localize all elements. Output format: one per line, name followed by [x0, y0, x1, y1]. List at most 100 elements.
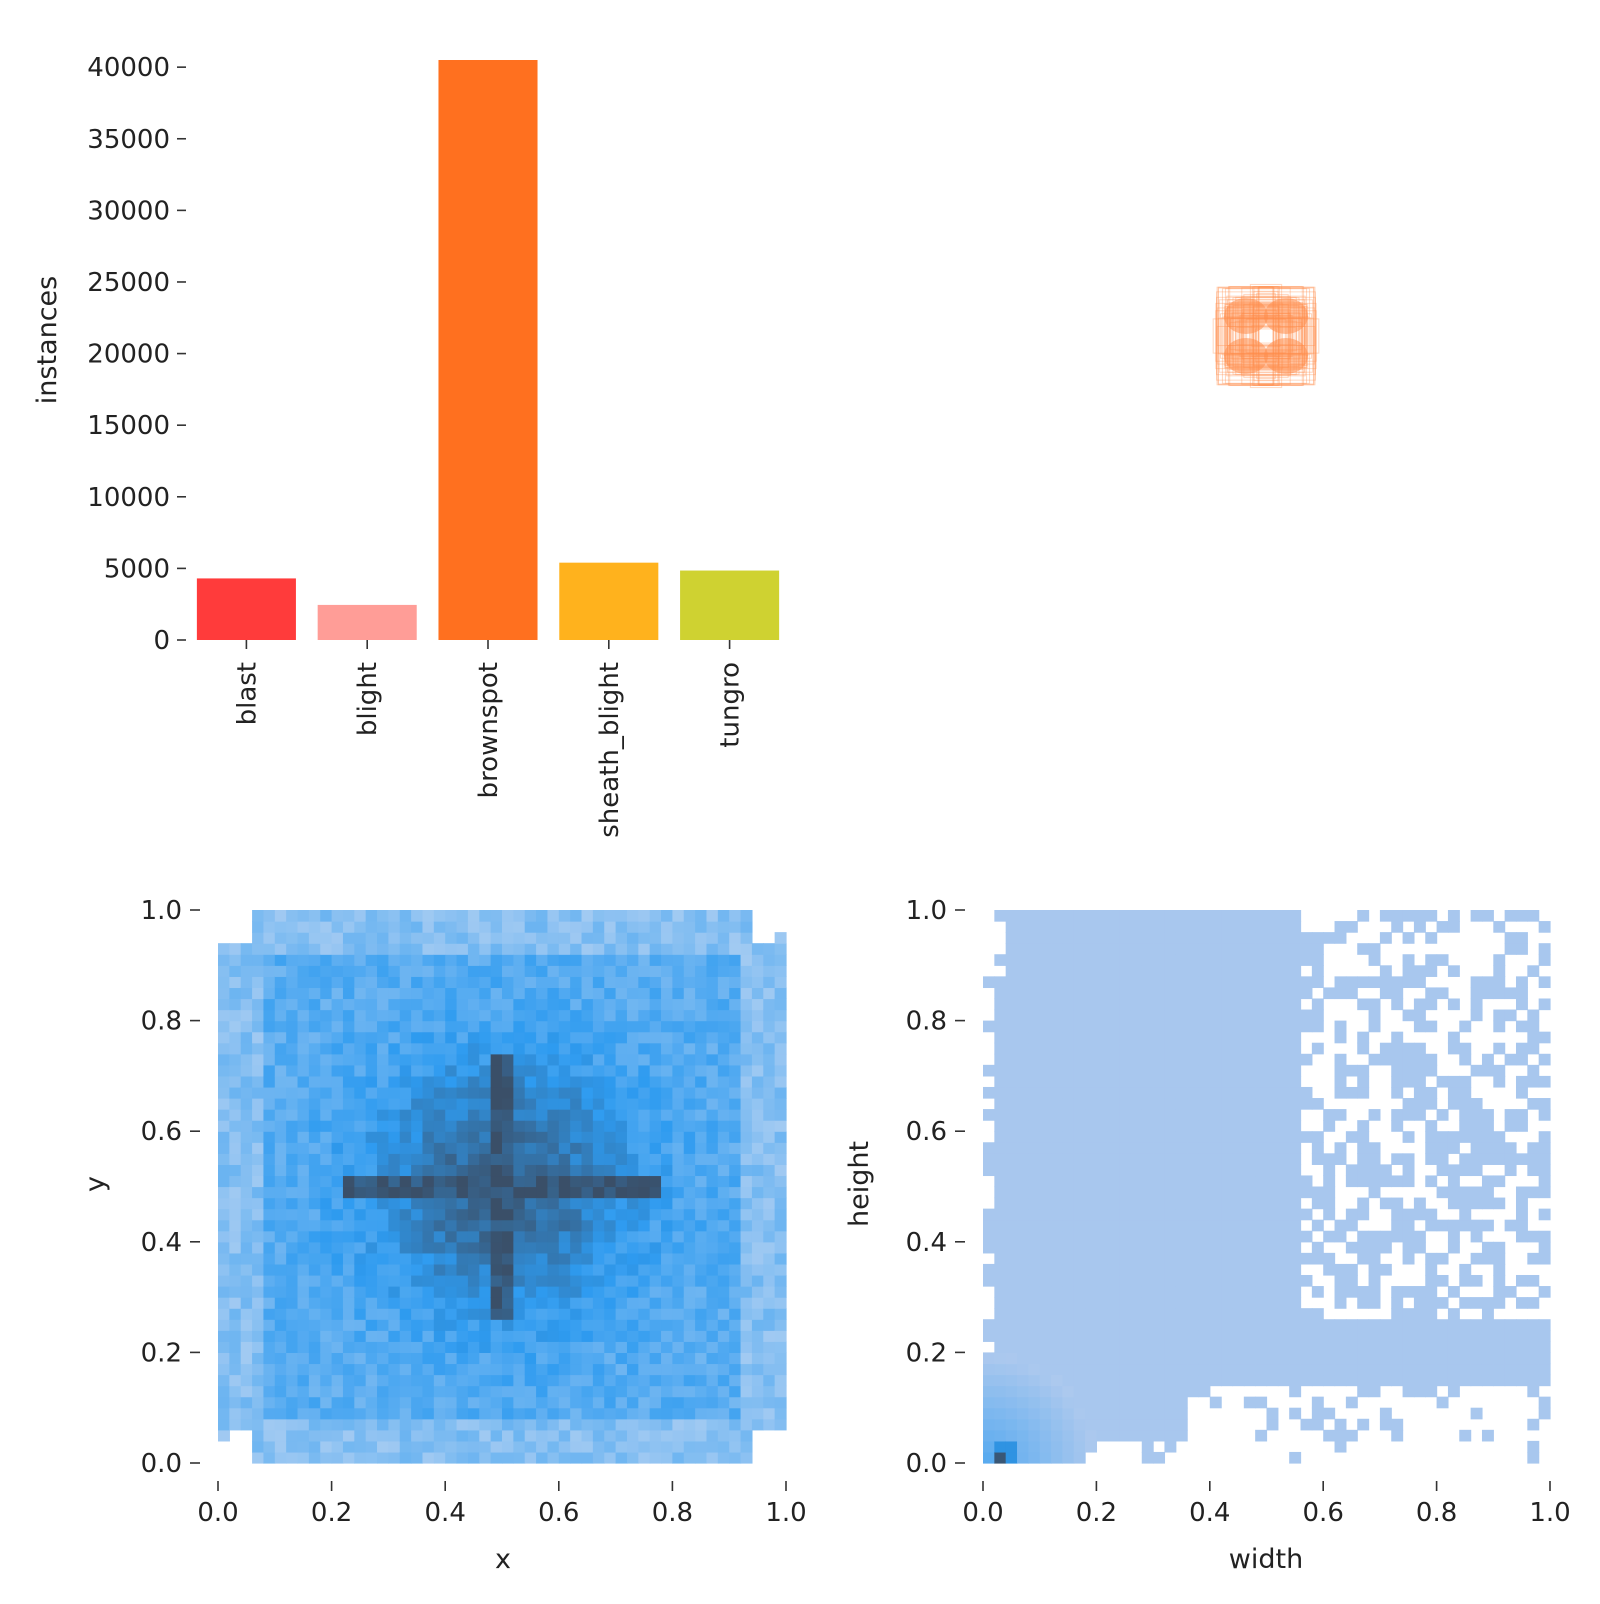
xy-heatmap-cell: [320, 998, 333, 1011]
wh-heatmap-cell: [1085, 1208, 1097, 1221]
wh-heatmap-cell: [1391, 1308, 1404, 1320]
xy-heatmap-cell: [536, 1385, 549, 1398]
wh-heatmap-cell: [1402, 1230, 1415, 1243]
wh-heatmap-cell: [1447, 1031, 1460, 1044]
wh-heatmap-cell: [1493, 1042, 1506, 1055]
xy-heatmap-cell: [342, 1120, 355, 1132]
xy-heatmap-cell: [388, 998, 401, 1011]
xy-heatmap-cell: [308, 1429, 321, 1442]
xy-heatmap-cell: [649, 1363, 662, 1376]
xy-heatmap-cell: [240, 1053, 253, 1066]
xy-heatmap-cell: [751, 1031, 764, 1044]
xy-heatmap-cell: [717, 1098, 730, 1110]
xy-heatmap-cell: [490, 1175, 503, 1188]
wh-y-tick-label: 0.0: [906, 1449, 947, 1479]
xy-heatmap-cell: [308, 1053, 321, 1066]
xy-heatmap-cell: [229, 1297, 242, 1309]
xy-heatmap-cell: [411, 1297, 424, 1309]
wh-heatmap-cell: [1175, 1208, 1188, 1221]
wh-heatmap-cell: [1436, 1219, 1449, 1232]
wh-heatmap-cell: [1039, 1319, 1052, 1331]
wh-heatmap-cell: [1198, 1208, 1211, 1221]
xy-heatmap-cell: [467, 1153, 480, 1165]
xy-heatmap-cell: [502, 1031, 514, 1044]
xy-heatmap-cell: [433, 1385, 446, 1398]
wh-heatmap-cell: [1141, 1297, 1154, 1309]
xy-heatmap-cell: [604, 987, 617, 1000]
wh-heatmap-cell: [1130, 1363, 1143, 1376]
xy-heatmap-cell: [717, 1153, 730, 1165]
xy-heatmap-cell: [502, 1308, 514, 1320]
xy-heatmap-cell: [592, 1175, 605, 1188]
xy-heatmap-cell: [331, 1175, 344, 1188]
xy-heatmap-cell: [252, 921, 265, 933]
xy-heatmap-cell: [218, 1374, 230, 1387]
xy-heatmap-cell: [456, 932, 469, 944]
wh-heatmap-cell: [1266, 921, 1279, 933]
wh-heatmap-cell: [1493, 987, 1506, 1000]
xy-heatmap-cell: [626, 1075, 639, 1088]
xy-heatmap-cell: [706, 1429, 719, 1442]
wh-heatmap-cell: [1017, 1086, 1029, 1099]
xy-heatmap-cell: [615, 1263, 628, 1276]
xy-heatmap-cell: [320, 1252, 333, 1265]
xy-heatmap-cell: [740, 1363, 753, 1376]
xy-heatmap-cell: [536, 1131, 549, 1143]
wh-heatmap-cell: [1164, 1197, 1177, 1210]
wh-heatmap-cell: [994, 1241, 1007, 1254]
wh-heatmap-cell: [1357, 1086, 1370, 1099]
xy-heatmap-cell: [240, 1031, 253, 1044]
wh-heatmap-cell: [983, 1064, 995, 1077]
xy-heatmap-cell: [502, 1219, 514, 1232]
xy-heatmap-cell: [263, 1352, 276, 1365]
xy-heatmap-cell: [570, 987, 583, 1000]
wh-heatmap-cell: [1119, 1131, 1132, 1143]
xy-heatmap-cell: [547, 1208, 560, 1221]
wh-heatmap-cell: [1198, 1142, 1211, 1154]
wh-heatmap-cell: [1130, 1142, 1143, 1154]
xy-heatmap-cell: [297, 1308, 310, 1320]
xy-heatmap-cell: [354, 1208, 367, 1221]
xy-heatmap-cell: [218, 1164, 230, 1177]
xy-heatmap-cell: [331, 965, 344, 977]
bar-y-tick-label: 40000: [87, 53, 170, 83]
wh-heatmap-cell: [1164, 1241, 1177, 1254]
wh-heatmap-cell: [1334, 1363, 1347, 1376]
wh-heatmap-cell: [1232, 1053, 1245, 1066]
xy-heatmap-cell: [263, 921, 276, 933]
wh-heatmap-cell: [1051, 1363, 1063, 1376]
wh-heatmap-cell: [1164, 1020, 1177, 1033]
wh-heatmap-cell: [1096, 943, 1109, 955]
xy-heatmap-cell: [615, 976, 628, 989]
xy-heatmap-cell: [456, 1263, 469, 1276]
wh-heatmap-cell: [1017, 965, 1029, 977]
wh-heatmap-cell: [1051, 987, 1063, 1000]
xy-heatmap-cell: [615, 1042, 628, 1055]
xy-heatmap-cell: [252, 1153, 265, 1165]
wh-heatmap-cell: [1232, 1219, 1245, 1232]
wh-heatmap-cell: [1459, 1186, 1472, 1199]
wh-heatmap-cell: [1153, 1031, 1166, 1044]
xy-heatmap-cell: [422, 1153, 435, 1165]
wh-heatmap-cell: [1039, 1053, 1052, 1066]
xy-heatmap-cell: [274, 1164, 287, 1177]
xy-heatmap-cell: [297, 1131, 310, 1143]
xy-heatmap-cell: [263, 954, 276, 966]
xy-heatmap-cell: [626, 1175, 639, 1188]
wh-heatmap-cell: [1334, 1319, 1347, 1331]
xy-heatmap-cell: [479, 1020, 492, 1033]
wh-y-tick-label: 0.8: [906, 1007, 947, 1037]
wh-heatmap-cell: [1221, 1374, 1234, 1387]
xy-heatmap-cell: [717, 1064, 730, 1077]
xy-heatmap-cell: [297, 1230, 310, 1243]
wh-heatmap-cell: [1447, 1330, 1460, 1342]
wh-heatmap-cell: [1266, 987, 1279, 1000]
wh-heatmap-cell: [1164, 1142, 1177, 1154]
xy-heatmap-cell: [695, 1042, 708, 1055]
xy-heatmap-cell: [547, 954, 560, 966]
xy-heatmap-cell: [547, 1031, 560, 1044]
wh-heatmap-cell: [1051, 1352, 1063, 1365]
xy-heatmap-cell: [513, 1418, 526, 1431]
wh-heatmap-cell: [1221, 1319, 1234, 1331]
wh-heatmap-cell: [1255, 954, 1268, 966]
